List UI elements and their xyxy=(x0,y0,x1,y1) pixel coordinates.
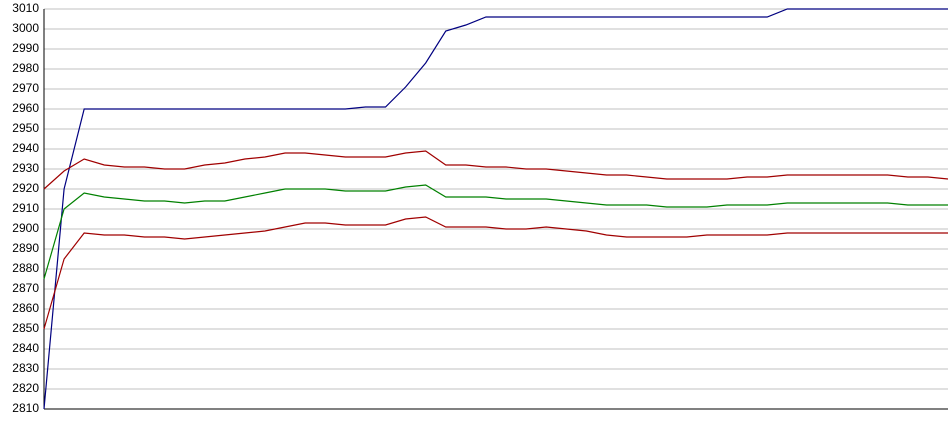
series-line xyxy=(43,184,948,280)
y-tick-label: 3000 xyxy=(12,21,39,35)
y-tick-label: 2940 xyxy=(12,141,39,155)
y-tick-label: 2820 xyxy=(12,381,39,395)
y-tick-label: 2930 xyxy=(12,161,39,175)
y-tick-label: 2980 xyxy=(12,61,39,75)
y-tick-label: 2910 xyxy=(12,201,39,215)
y-tick-label: 2840 xyxy=(12,341,39,355)
y-tick-label: 2970 xyxy=(12,81,39,95)
series-line xyxy=(43,8,948,410)
series-line xyxy=(43,150,949,190)
y-tick-label: 2810 xyxy=(12,401,39,415)
y-tick-label: 2860 xyxy=(12,301,39,315)
y-tick-label: 3010 xyxy=(12,1,39,15)
y-tick-label: 2990 xyxy=(12,41,39,55)
y-tick-label: 2880 xyxy=(12,261,39,275)
y-tick-label: 2830 xyxy=(12,361,39,375)
y-tick-label: 2890 xyxy=(12,241,39,255)
y-tick-label: 2950 xyxy=(12,121,39,135)
y-tick-label: 2850 xyxy=(12,321,39,335)
y-tick-label: 2870 xyxy=(12,281,39,295)
series-line xyxy=(43,216,948,330)
y-tick-label: 2960 xyxy=(12,101,39,115)
y-tick-label: 2920 xyxy=(12,181,39,195)
y-tick-label: 2900 xyxy=(12,221,39,235)
